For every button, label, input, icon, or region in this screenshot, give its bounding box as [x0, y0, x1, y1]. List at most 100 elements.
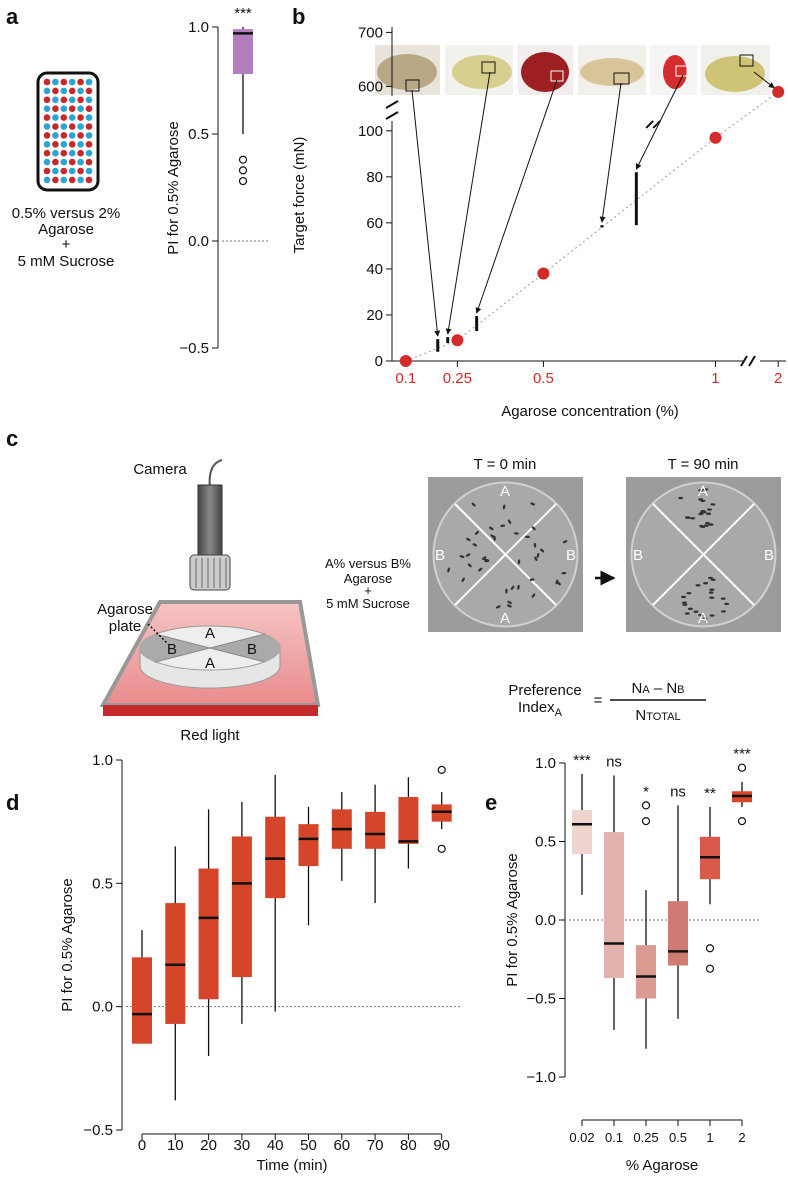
fly [534, 556, 538, 562]
formula-part: N [635, 707, 646, 724]
photo-label: A [698, 610, 708, 627]
fly [478, 567, 483, 572]
fly [474, 530, 479, 535]
significance: ns [606, 754, 622, 771]
fly [693, 610, 699, 613]
box [298, 824, 319, 867]
well [85, 78, 93, 86]
x-axis-label: Time (min) [256, 1157, 327, 1174]
y-tick-label: 20 [366, 307, 383, 324]
fly [708, 523, 714, 526]
pointer-arrow [445, 71, 491, 335]
y-axis-label: PI for 0.5% Agarose [504, 853, 521, 986]
well [68, 176, 76, 184]
fly [709, 596, 715, 599]
fly [710, 503, 716, 506]
fly [686, 591, 692, 595]
y-tick-label: −0.5 [179, 340, 209, 357]
well [68, 158, 76, 166]
photo-label: B [566, 547, 576, 564]
fly [465, 553, 471, 557]
well [68, 132, 76, 139]
y-tick-label: −0.5 [83, 1122, 113, 1139]
fly [681, 595, 687, 599]
x-axis-label: Agarose concentration (%) [501, 403, 679, 420]
well [77, 114, 84, 121]
pointer-arrow [599, 82, 622, 223]
point [772, 85, 785, 98]
formula-sub: A [555, 707, 563, 719]
fly [720, 597, 726, 600]
formula-lhs: Preference [508, 682, 581, 699]
well [43, 141, 51, 148]
y-tick-label: 80 [366, 169, 383, 186]
quadrant-label: A [205, 625, 215, 642]
photo-label: A [698, 483, 708, 500]
fly [698, 614, 704, 617]
trend-line [405, 91, 779, 362]
outlier [641, 816, 651, 826]
light-label: Red light [180, 727, 240, 744]
significance: *** [573, 752, 591, 769]
well [43, 105, 51, 112]
y-tick-label: 1.0 [92, 752, 113, 769]
fly [690, 517, 696, 520]
box [198, 868, 219, 1000]
fly [502, 504, 506, 510]
y-tick-label: 1.0 [188, 19, 209, 36]
box [398, 797, 419, 844]
fly [471, 502, 476, 507]
well [52, 132, 59, 139]
fruit-images [375, 45, 770, 95]
outlier [238, 166, 248, 175]
well [77, 105, 84, 112]
fly [706, 512, 712, 515]
outlier [238, 155, 248, 164]
x-tick-label: 70 [367, 1137, 384, 1154]
fly [467, 563, 472, 568]
well [60, 87, 68, 95]
condition-text: Agarose [38, 221, 94, 238]
pointer-arrow [475, 79, 558, 314]
fly [507, 604, 512, 608]
fly [699, 524, 705, 528]
formula-part: TOTAL [646, 711, 680, 723]
x-tick-label: 0.25 [633, 1130, 658, 1145]
well [60, 96, 68, 104]
well [52, 167, 59, 175]
well [85, 176, 93, 184]
y-tick-label: 100 [358, 123, 383, 140]
outlier [737, 763, 747, 772]
condition-text: 5 mM Sucrose [18, 253, 115, 270]
condition-text: A% versus B% [325, 556, 411, 571]
well [52, 158, 59, 166]
well [77, 87, 84, 95]
y-tick-label: 700 [358, 24, 383, 41]
photo-title: T = 0 min [474, 456, 537, 473]
well [43, 114, 51, 121]
significance: * [643, 783, 649, 800]
fly [495, 605, 501, 609]
well [43, 87, 51, 95]
plate-label: Agarose [97, 601, 153, 618]
point [709, 131, 722, 144]
x-tick-label: 1 [706, 1130, 713, 1145]
outlier [737, 816, 747, 826]
condition-text: + [364, 583, 372, 598]
well [68, 149, 76, 157]
well [43, 132, 51, 139]
well [85, 141, 93, 148]
well [52, 105, 59, 112]
well [43, 123, 51, 130]
fly [531, 526, 536, 531]
well [60, 149, 68, 157]
x-tick-label: 1 [711, 370, 719, 387]
significance: *** [733, 746, 751, 763]
camera-label: Camera [133, 461, 187, 478]
fly [700, 510, 706, 513]
x-tick-label: 2 [774, 370, 782, 387]
quadrant-label: B [167, 641, 177, 658]
box [231, 836, 252, 978]
well [43, 96, 51, 104]
quadrant-label: B [247, 641, 257, 658]
